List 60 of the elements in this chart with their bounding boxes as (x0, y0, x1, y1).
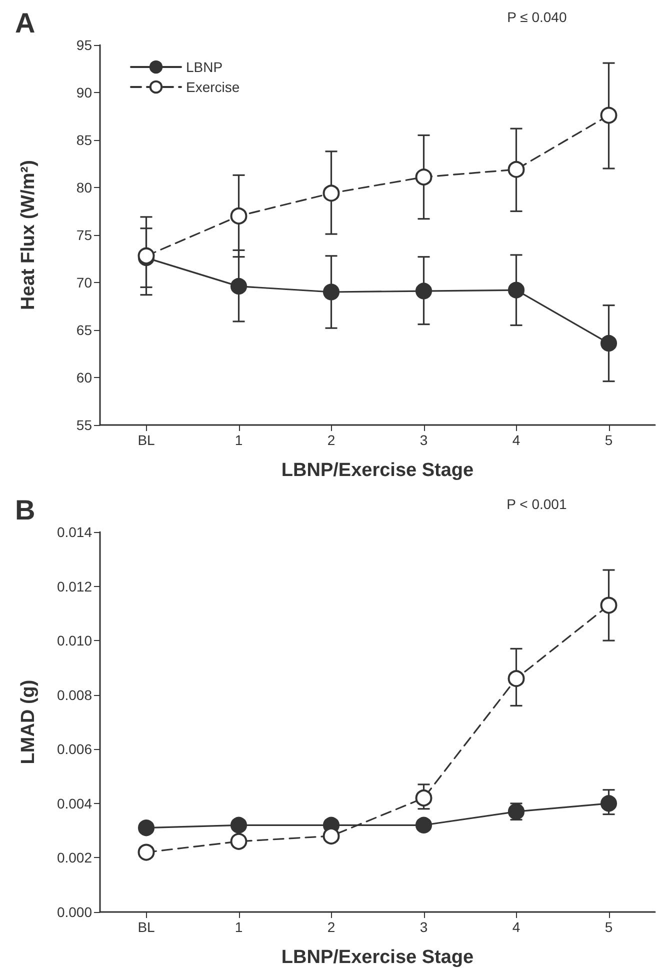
text: P ≤ 0.040 (507, 9, 567, 25)
x-tick-label: 5 (604, 432, 613, 448)
x-axis-title: LBNP/Exercise Stage (281, 460, 474, 481)
x-tick-label: 4 (512, 919, 520, 935)
point (415, 816, 432, 834)
point (230, 208, 248, 224)
point (322, 184, 340, 202)
y-tick-label: 75 (76, 227, 92, 243)
point (322, 284, 340, 300)
point (600, 596, 618, 614)
point (230, 832, 248, 850)
x-axis-title: LBNP/Exercise Stage (281, 947, 474, 968)
point (230, 278, 248, 295)
point (138, 844, 155, 861)
legend-label: Exercise (186, 79, 240, 95)
point (508, 160, 525, 178)
x-tick-label: 3 (420, 919, 428, 935)
x-tick-label: BL (138, 919, 156, 935)
y-tick-label: 90 (76, 84, 92, 100)
y-tick-label: 70 (76, 274, 92, 290)
x-tick-label: 5 (604, 919, 613, 935)
y-tick-label: 0.006 (56, 741, 92, 758)
y-tick-label: 0.002 (56, 850, 92, 866)
x-tick-label: 3 (420, 432, 428, 448)
x-tick-label: 1 (234, 919, 243, 935)
point (322, 828, 340, 844)
x-tick-label: BL (138, 432, 156, 448)
y-tick-label: 0.000 (56, 904, 92, 920)
y-tick-label: 65 (76, 322, 92, 338)
point (138, 247, 155, 264)
point (138, 820, 155, 836)
y-tick-label: 55 (76, 417, 92, 433)
y-tick-label: 0.010 (56, 632, 92, 649)
y-axis-title: LMAD (g) (18, 680, 39, 764)
y-tick-label: 95 (76, 37, 92, 53)
chart-title: B (15, 494, 36, 526)
y-tick-label: 0.012 (56, 578, 92, 594)
point (508, 670, 525, 688)
point (415, 168, 432, 186)
chart-title: A (15, 8, 36, 38)
point (415, 282, 432, 300)
y-tick-label: 0.008 (56, 686, 92, 703)
x-tick-label: 2 (327, 432, 336, 448)
y-tick-label: 60 (76, 370, 92, 386)
point (600, 106, 618, 124)
point (508, 282, 525, 298)
point (600, 795, 618, 812)
y-axis-title: Heat Flux (W/m²) (18, 160, 39, 310)
point (230, 816, 248, 834)
point (600, 335, 618, 352)
x-tick-label: 2 (327, 919, 336, 935)
y-tick-label: 0.004 (56, 795, 92, 812)
text: P < 0.001 (506, 496, 567, 512)
y-tick-label: 80 (76, 180, 92, 196)
x-tick-label: 4 (512, 432, 520, 448)
legend-label: LBNP (186, 59, 223, 75)
y-tick-label: 85 (76, 132, 92, 148)
y-tick-label: 0.014 (56, 524, 92, 540)
x-tick-label: 1 (234, 432, 243, 448)
point (415, 790, 432, 806)
